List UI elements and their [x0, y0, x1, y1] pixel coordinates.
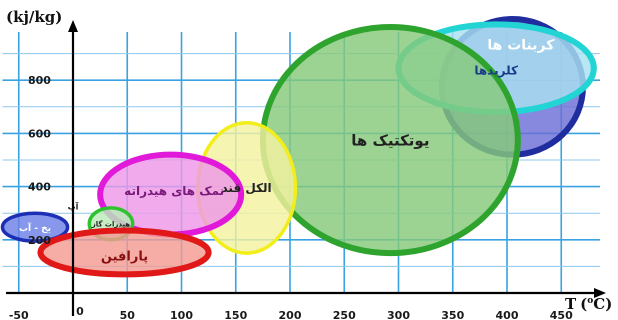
- x-axis-arrow: [594, 288, 606, 298]
- axes: [6, 20, 606, 316]
- y-tick-label: 800: [28, 74, 51, 87]
- region-ellipse: [37, 227, 212, 278]
- x-tick-label: 50: [120, 309, 136, 320]
- region-label: پارافین: [101, 249, 148, 264]
- x-tick-label: 250: [333, 309, 356, 320]
- material-regions: [0, 16, 597, 278]
- y-axis-arrow: [68, 20, 78, 32]
- x-tick-label: 0: [76, 305, 84, 318]
- x-axis-degree-symbol: o: [587, 296, 593, 306]
- region-label: یخ - آب: [19, 222, 51, 234]
- y-tick-label: 600: [28, 127, 51, 140]
- x-tick-label: 450: [550, 309, 573, 320]
- x-axis-label-symbol: T: [565, 295, 577, 313]
- y-axis-label: (kj/kg): [6, 8, 62, 26]
- x-tick-label: -50: [9, 309, 29, 320]
- region-label: یوتکتیک ها: [351, 131, 429, 149]
- x-tick-label: 150: [224, 309, 247, 320]
- x-axis-label: T (oC): [565, 295, 612, 313]
- region-ellipse: [0, 211, 70, 243]
- region-label: کلریدها: [474, 64, 518, 78]
- x-tick-label: 350: [441, 309, 464, 320]
- x-tick-label: 300: [387, 309, 410, 320]
- x-tick-label: 100: [170, 309, 193, 320]
- region-label: نمک های هیدراته: [124, 184, 224, 198]
- x-tick-label: 200: [279, 309, 302, 320]
- x-tick-label: 400: [496, 309, 519, 320]
- tick-labels: -50 0 50 100 150 200 250 300 350 400 450 200 400 600 8…: [9, 74, 573, 320]
- region-label: هیدرات گاز: [91, 219, 131, 228]
- y-tick-label: 200: [28, 234, 51, 247]
- region-label: الکل قند: [222, 181, 272, 195]
- region-label: کربنات ها: [487, 38, 555, 54]
- x-axis-unit: C: [593, 295, 605, 313]
- y-tick-label: 400: [28, 181, 51, 194]
